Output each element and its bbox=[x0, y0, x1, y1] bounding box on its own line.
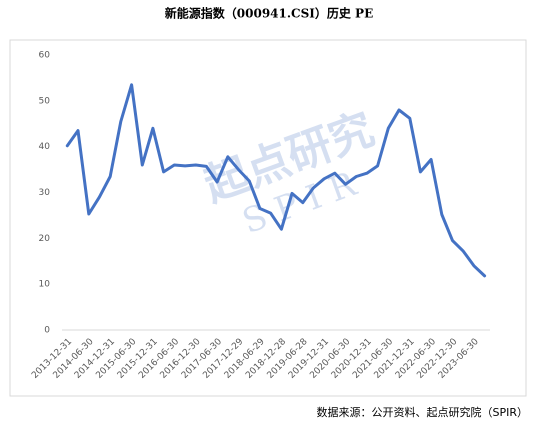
y-tick-label: 10 bbox=[39, 280, 51, 290]
y-tick-label: 50 bbox=[39, 96, 51, 106]
y-tick-label: 40 bbox=[39, 142, 51, 152]
y-tick-label: 60 bbox=[39, 51, 51, 61]
y-tick-label: 20 bbox=[39, 234, 51, 244]
y-tick-label: 30 bbox=[39, 188, 51, 198]
source-note: 数据来源：公开资料、起点研究院（SPIR） bbox=[316, 405, 528, 419]
chart-border bbox=[9, 39, 527, 397]
y-tick-label: 0 bbox=[44, 326, 50, 336]
data-line bbox=[65, 83, 487, 278]
chart-title: 新能源指数（000941.CSI）历史 PE bbox=[165, 6, 373, 21]
